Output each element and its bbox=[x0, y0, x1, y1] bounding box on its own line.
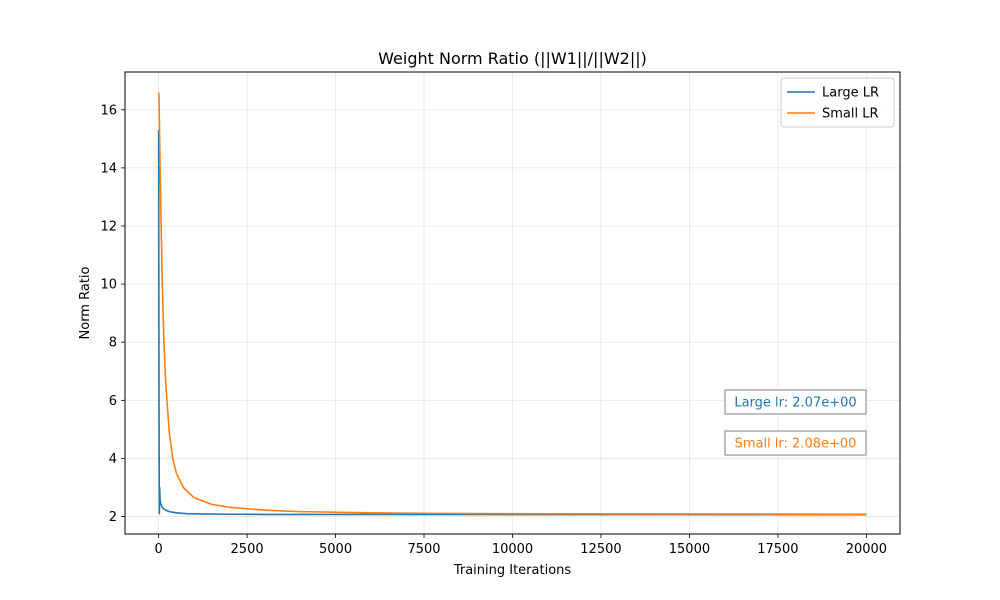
x-tick-label: 12500 bbox=[580, 542, 621, 557]
series-line-large-lr bbox=[157, 130, 867, 516]
y-tick-label: 6 bbox=[109, 394, 117, 409]
series-lines bbox=[157, 92, 867, 516]
x-tick-label: 10000 bbox=[492, 542, 533, 557]
legend-entry: Large LR bbox=[822, 86, 879, 101]
x-tick-label: 15000 bbox=[669, 542, 710, 557]
y-tick-label: 4 bbox=[109, 452, 117, 467]
x-tick-label: 17500 bbox=[757, 542, 798, 557]
y-tick-label: 12 bbox=[100, 220, 117, 235]
x-tick-label: 2500 bbox=[231, 542, 264, 557]
y-axis-ticks: 2 4 6 8 10 12 14 16 bbox=[100, 103, 125, 525]
legend: Large LR Small LR bbox=[780, 77, 895, 128]
annotation-box bbox=[724, 389, 867, 415]
x-axis-ticks: 0 2500 5000 7500 10000 12500 15000 17500 20000 bbox=[154, 534, 887, 557]
legend-entry: Small LR bbox=[822, 107, 879, 122]
y-tick-label: 16 bbox=[100, 103, 117, 118]
annotation-box bbox=[724, 430, 867, 456]
x-tick-label: 0 bbox=[154, 542, 162, 557]
y-tick-label: 8 bbox=[109, 336, 117, 351]
y-tick-label: 10 bbox=[100, 278, 117, 293]
y-axis-label: Norm Ratio bbox=[78, 266, 93, 339]
y-tick-label: 2 bbox=[109, 510, 117, 525]
annotation-text: Large lr: 2.07e+00 bbox=[734, 396, 856, 411]
y-tick-label: 14 bbox=[100, 161, 117, 176]
x-axis-label: Training Iterations bbox=[453, 563, 572, 578]
legend-box bbox=[780, 77, 895, 128]
series-line-small-lr bbox=[157, 92, 867, 516]
chart-title: Weight Norm Ratio (||W1||/||W2||) bbox=[378, 49, 647, 68]
x-tick-label: 7500 bbox=[407, 542, 440, 557]
grid bbox=[125, 72, 900, 534]
annotations: Large lr: 2.07e+00 Small lr: 2.08e+00 bbox=[724, 389, 867, 456]
x-tick-label: 20000 bbox=[846, 542, 887, 557]
annotation-text: Small lr: 2.08e+00 bbox=[735, 437, 857, 452]
x-tick-label: 5000 bbox=[319, 542, 352, 557]
